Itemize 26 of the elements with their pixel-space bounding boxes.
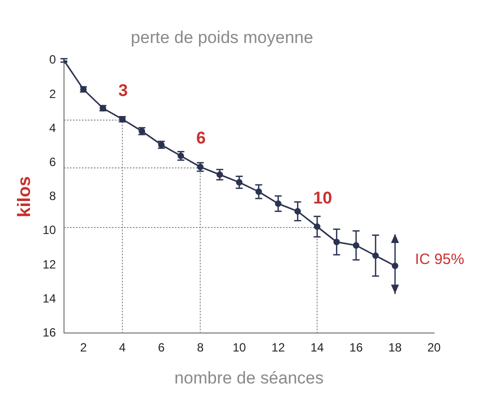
x-tick-label: 18 bbox=[388, 340, 402, 355]
x-axis-title: nombre de séances bbox=[174, 368, 324, 388]
y-tick-label: 10 bbox=[42, 223, 56, 238]
annotation: 10 bbox=[313, 188, 332, 208]
y-axis-title: kilos bbox=[14, 176, 34, 218]
y-tick-label: 0 bbox=[49, 52, 56, 67]
x-tick-label: 2 bbox=[80, 340, 88, 355]
x-tick-label: 4 bbox=[119, 340, 126, 355]
x-tick-label: 14 bbox=[310, 340, 324, 355]
y-tick-label: 14 bbox=[42, 291, 56, 306]
y-tick-label: 16 bbox=[42, 326, 56, 340]
annotation: 6 bbox=[196, 128, 206, 148]
y-tick-label: 12 bbox=[42, 257, 56, 272]
x-tick-label: 16 bbox=[349, 340, 364, 355]
chart-title: perte de poids moyenne bbox=[130, 28, 314, 47]
y-tick-label: 4 bbox=[49, 120, 56, 135]
x-tick-label: 20 bbox=[427, 340, 441, 355]
annotation: IC 95% bbox=[415, 250, 464, 268]
y-tick-label: 2 bbox=[49, 86, 56, 101]
x-tick-label: 8 bbox=[196, 340, 204, 355]
annotation: 3 bbox=[118, 80, 128, 100]
y-tick-label: 8 bbox=[49, 189, 56, 204]
x-tick-label: 6 bbox=[158, 340, 165, 355]
x-tick-label: 12 bbox=[272, 340, 286, 355]
y-tick-label: 6 bbox=[49, 155, 56, 170]
x-tick-label: 10 bbox=[232, 340, 246, 355]
